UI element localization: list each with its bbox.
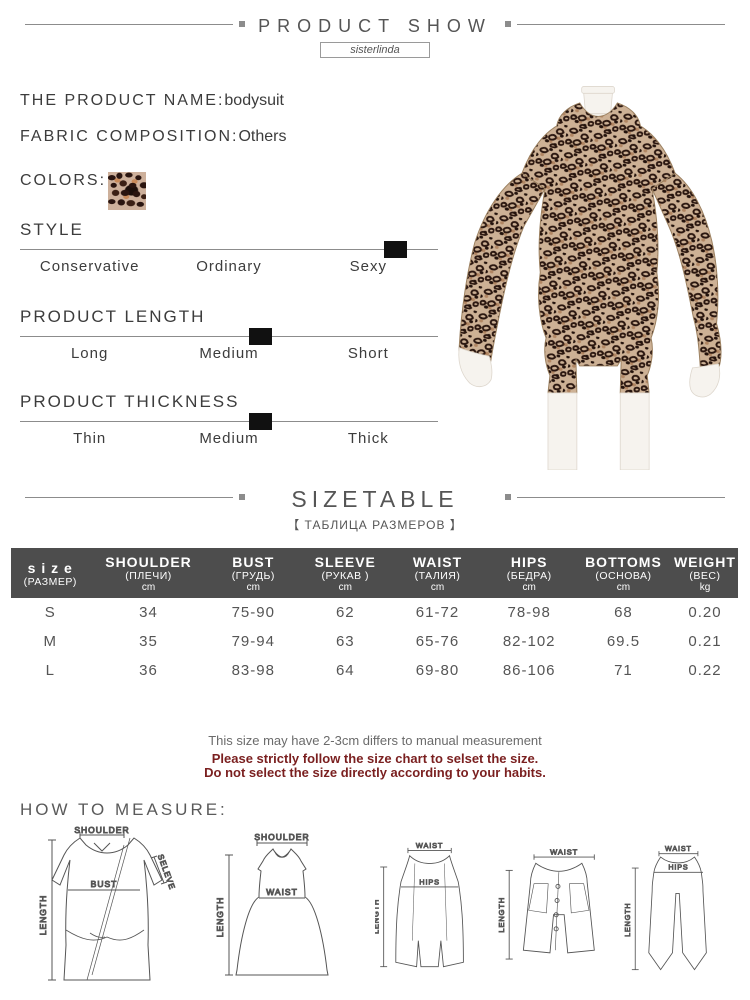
svg-text:SHOULDER: SHOULDER (74, 825, 129, 835)
svg-text:WAIST: WAIST (665, 844, 692, 853)
svg-text:LENGTH: LENGTH (497, 897, 506, 933)
svg-text:LENGTH: LENGTH (623, 903, 632, 937)
svg-text:LENGTH: LENGTH (38, 895, 48, 935)
svg-text:WAIST: WAIST (550, 847, 578, 856)
svg-text:WAIST: WAIST (416, 841, 443, 850)
svg-text:SELEVE: SELEVE (156, 853, 177, 891)
svg-text:WAIST: WAIST (266, 887, 298, 897)
svg-text:LENGTH: LENGTH (375, 899, 380, 934)
svg-text:LENGTH: LENGTH (215, 897, 225, 937)
svg-text:SHOULDER: SHOULDER (254, 832, 309, 842)
svg-text:HIPS: HIPS (419, 877, 440, 886)
svg-text:HIPS: HIPS (668, 863, 688, 872)
